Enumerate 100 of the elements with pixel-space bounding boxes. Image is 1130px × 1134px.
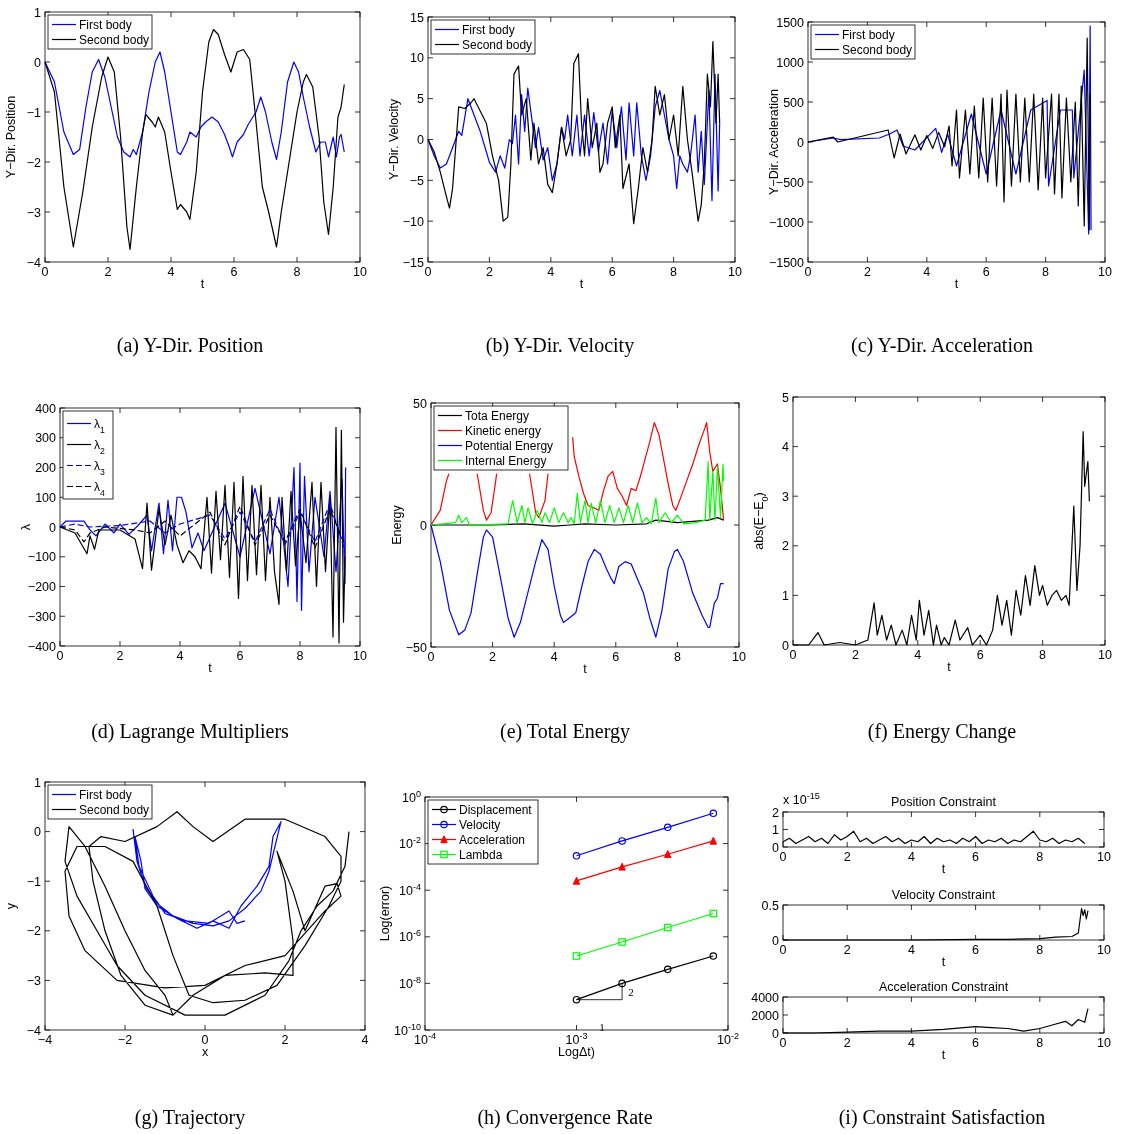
x-tick-label: 6 [236, 649, 244, 663]
y-tick-label: 10$^{-6}$ [399, 928, 421, 945]
text: (e) Total Energy [499, 720, 631, 743]
x-tick-label: 4 [923, 265, 931, 279]
y-tick-label: 0 [49, 520, 57, 535]
x-tick-label: 8 [1036, 943, 1044, 957]
legend-label: Displacement [459, 803, 533, 817]
legend-label: Second body [462, 38, 533, 52]
x-tick-label: 4 [547, 265, 555, 279]
text: (b) Y-Dir. Velocity [485, 334, 635, 357]
x-tick-label: 4 [167, 265, 175, 279]
legend-label: First body [79, 788, 132, 802]
y-tick-label: 5 [417, 92, 425, 107]
x-axis-title: t [941, 862, 946, 876]
y-tick-label: 50 [413, 396, 428, 411]
y-axis-title: λ [19, 523, 33, 531]
y-tick-label: 1 [34, 5, 42, 20]
y-tick-label: −2 [26, 155, 42, 170]
legend-label: λ$_{3}$ [94, 459, 105, 477]
legend-label: Velocity [459, 818, 501, 832]
text: (a) Y-Dir. Position [116, 334, 264, 357]
x-tick-label: 10 [1098, 648, 1112, 662]
x-tick-label: 4 [361, 1033, 369, 1047]
y-tick-label: −400 [27, 639, 57, 654]
x-tick-label: 10 [1097, 943, 1111, 957]
x-axis-title: t [208, 661, 213, 675]
x-tick-label: 4 [176, 649, 184, 663]
y-tick-label: −15 [402, 255, 425, 270]
y-tick-label: 300 [35, 431, 57, 446]
y-tick-label: −1 [26, 874, 42, 889]
y-tick-label: −5 [409, 173, 425, 188]
y-tick-label: 0.5 [761, 898, 780, 913]
y-tick-label: 100 [35, 490, 57, 505]
x-tick-label: 2 [863, 265, 871, 279]
x-tick-label: 6 [612, 650, 620, 664]
y-tick-label: 10$^{-4}$ [399, 881, 421, 898]
x-axis-title: LogΔt) [558, 1045, 595, 1059]
x-axis-title: t [954, 277, 959, 291]
y-tick-label: 0 [420, 518, 428, 533]
x-tick-label: 2 [281, 1033, 289, 1047]
chart-title: Acceleration Constraint [878, 980, 1009, 994]
legend-label: Tota Energy [465, 409, 530, 423]
y-tick-label: 2 [782, 539, 790, 554]
x-tick-label: 2 [851, 648, 859, 662]
y-tick-label: −200 [27, 580, 57, 594]
legend-label: Potential Energy [465, 439, 554, 453]
y-tick-label: 1500 [776, 15, 805, 30]
legend-label: Lambda [459, 848, 503, 862]
x-tick-label: 6 [608, 265, 616, 279]
text: (i) Constraint Satisfaction [838, 1106, 1046, 1129]
x-tick-label: 8 [1036, 1036, 1044, 1050]
y-tick-label: 0 [34, 55, 42, 70]
legend-label: First body [79, 18, 132, 32]
text: (c) Y-Dir. Acceleration [851, 334, 1033, 357]
y-tick-label: −300 [27, 609, 57, 624]
y-tick-label: −1500 [768, 255, 805, 270]
x-tick-label: −2 [117, 1033, 133, 1047]
x-tick-label: 4 [914, 648, 922, 662]
y-tick-label: 2000 [751, 1008, 780, 1023]
legend-label: λ$_{4}$ [94, 480, 105, 498]
legend-label: First body [462, 23, 515, 37]
x-tick-label: 8 [670, 265, 678, 279]
x-axis-title: t [941, 1048, 946, 1062]
text: (d) Lagrange Multipliers [91, 720, 290, 743]
legend-label: λ$_{1}$ [94, 417, 105, 435]
y-tick-label: 10$^{0}$ [402, 788, 421, 805]
x-tick-label: 2 [489, 650, 497, 664]
y-tick-label: 3 [782, 489, 790, 504]
y-axis-title: Y−Dir. Velocity [387, 98, 401, 180]
y-tick-label: 400 [35, 401, 57, 416]
text: (f) Energy Change [867, 720, 1017, 743]
y-tick-label: 1 [782, 588, 790, 603]
x-tick-label: 8 [296, 649, 304, 663]
x-tick-label: 2 [843, 1036, 851, 1050]
y-tick-label: 2 [772, 805, 780, 820]
annotation: 2 [628, 986, 634, 999]
y-tick-label: −10 [402, 214, 425, 229]
x-axis-title: t [200, 277, 205, 291]
chart-title: Position Constraint [891, 795, 997, 809]
y-tick-label: 15 [410, 10, 425, 25]
x-tick-label: 2 [116, 649, 124, 663]
x-tick-label: 10 [353, 649, 367, 663]
x-tick-label: 6 [230, 265, 238, 279]
x-tick-label: 10$^{-3}$ [565, 1031, 588, 1047]
y-tick-label: 1 [772, 823, 780, 837]
y-tick-label: −3 [26, 205, 42, 220]
x-tick-label: 10$^{-2}$ [717, 1031, 739, 1047]
legend-label: Second body [842, 43, 913, 57]
x-tick-label: 2 [843, 943, 851, 957]
legend-label: Second body [79, 803, 150, 817]
y-tick-label: −100 [27, 550, 57, 565]
x-tick-label: 8 [293, 265, 301, 279]
text: (h) Convergence Rate [477, 1106, 653, 1129]
x-tick-label: 10 [1097, 850, 1111, 864]
y-axis-title: Y−Dir. Position [4, 95, 18, 179]
x-tick-label: 2 [104, 265, 112, 279]
x-tick-label: 4 [907, 1036, 915, 1050]
x-tick-label: 10 [1097, 1036, 1111, 1050]
x-tick-label: 4 [550, 650, 558, 664]
y-tick-label: 10$^{-8}$ [399, 974, 421, 991]
